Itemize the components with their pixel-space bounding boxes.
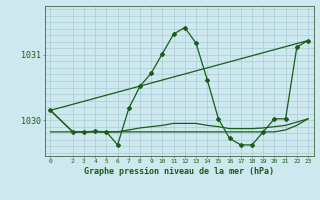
X-axis label: Graphe pression niveau de la mer (hPa): Graphe pression niveau de la mer (hPa) [84,167,274,176]
